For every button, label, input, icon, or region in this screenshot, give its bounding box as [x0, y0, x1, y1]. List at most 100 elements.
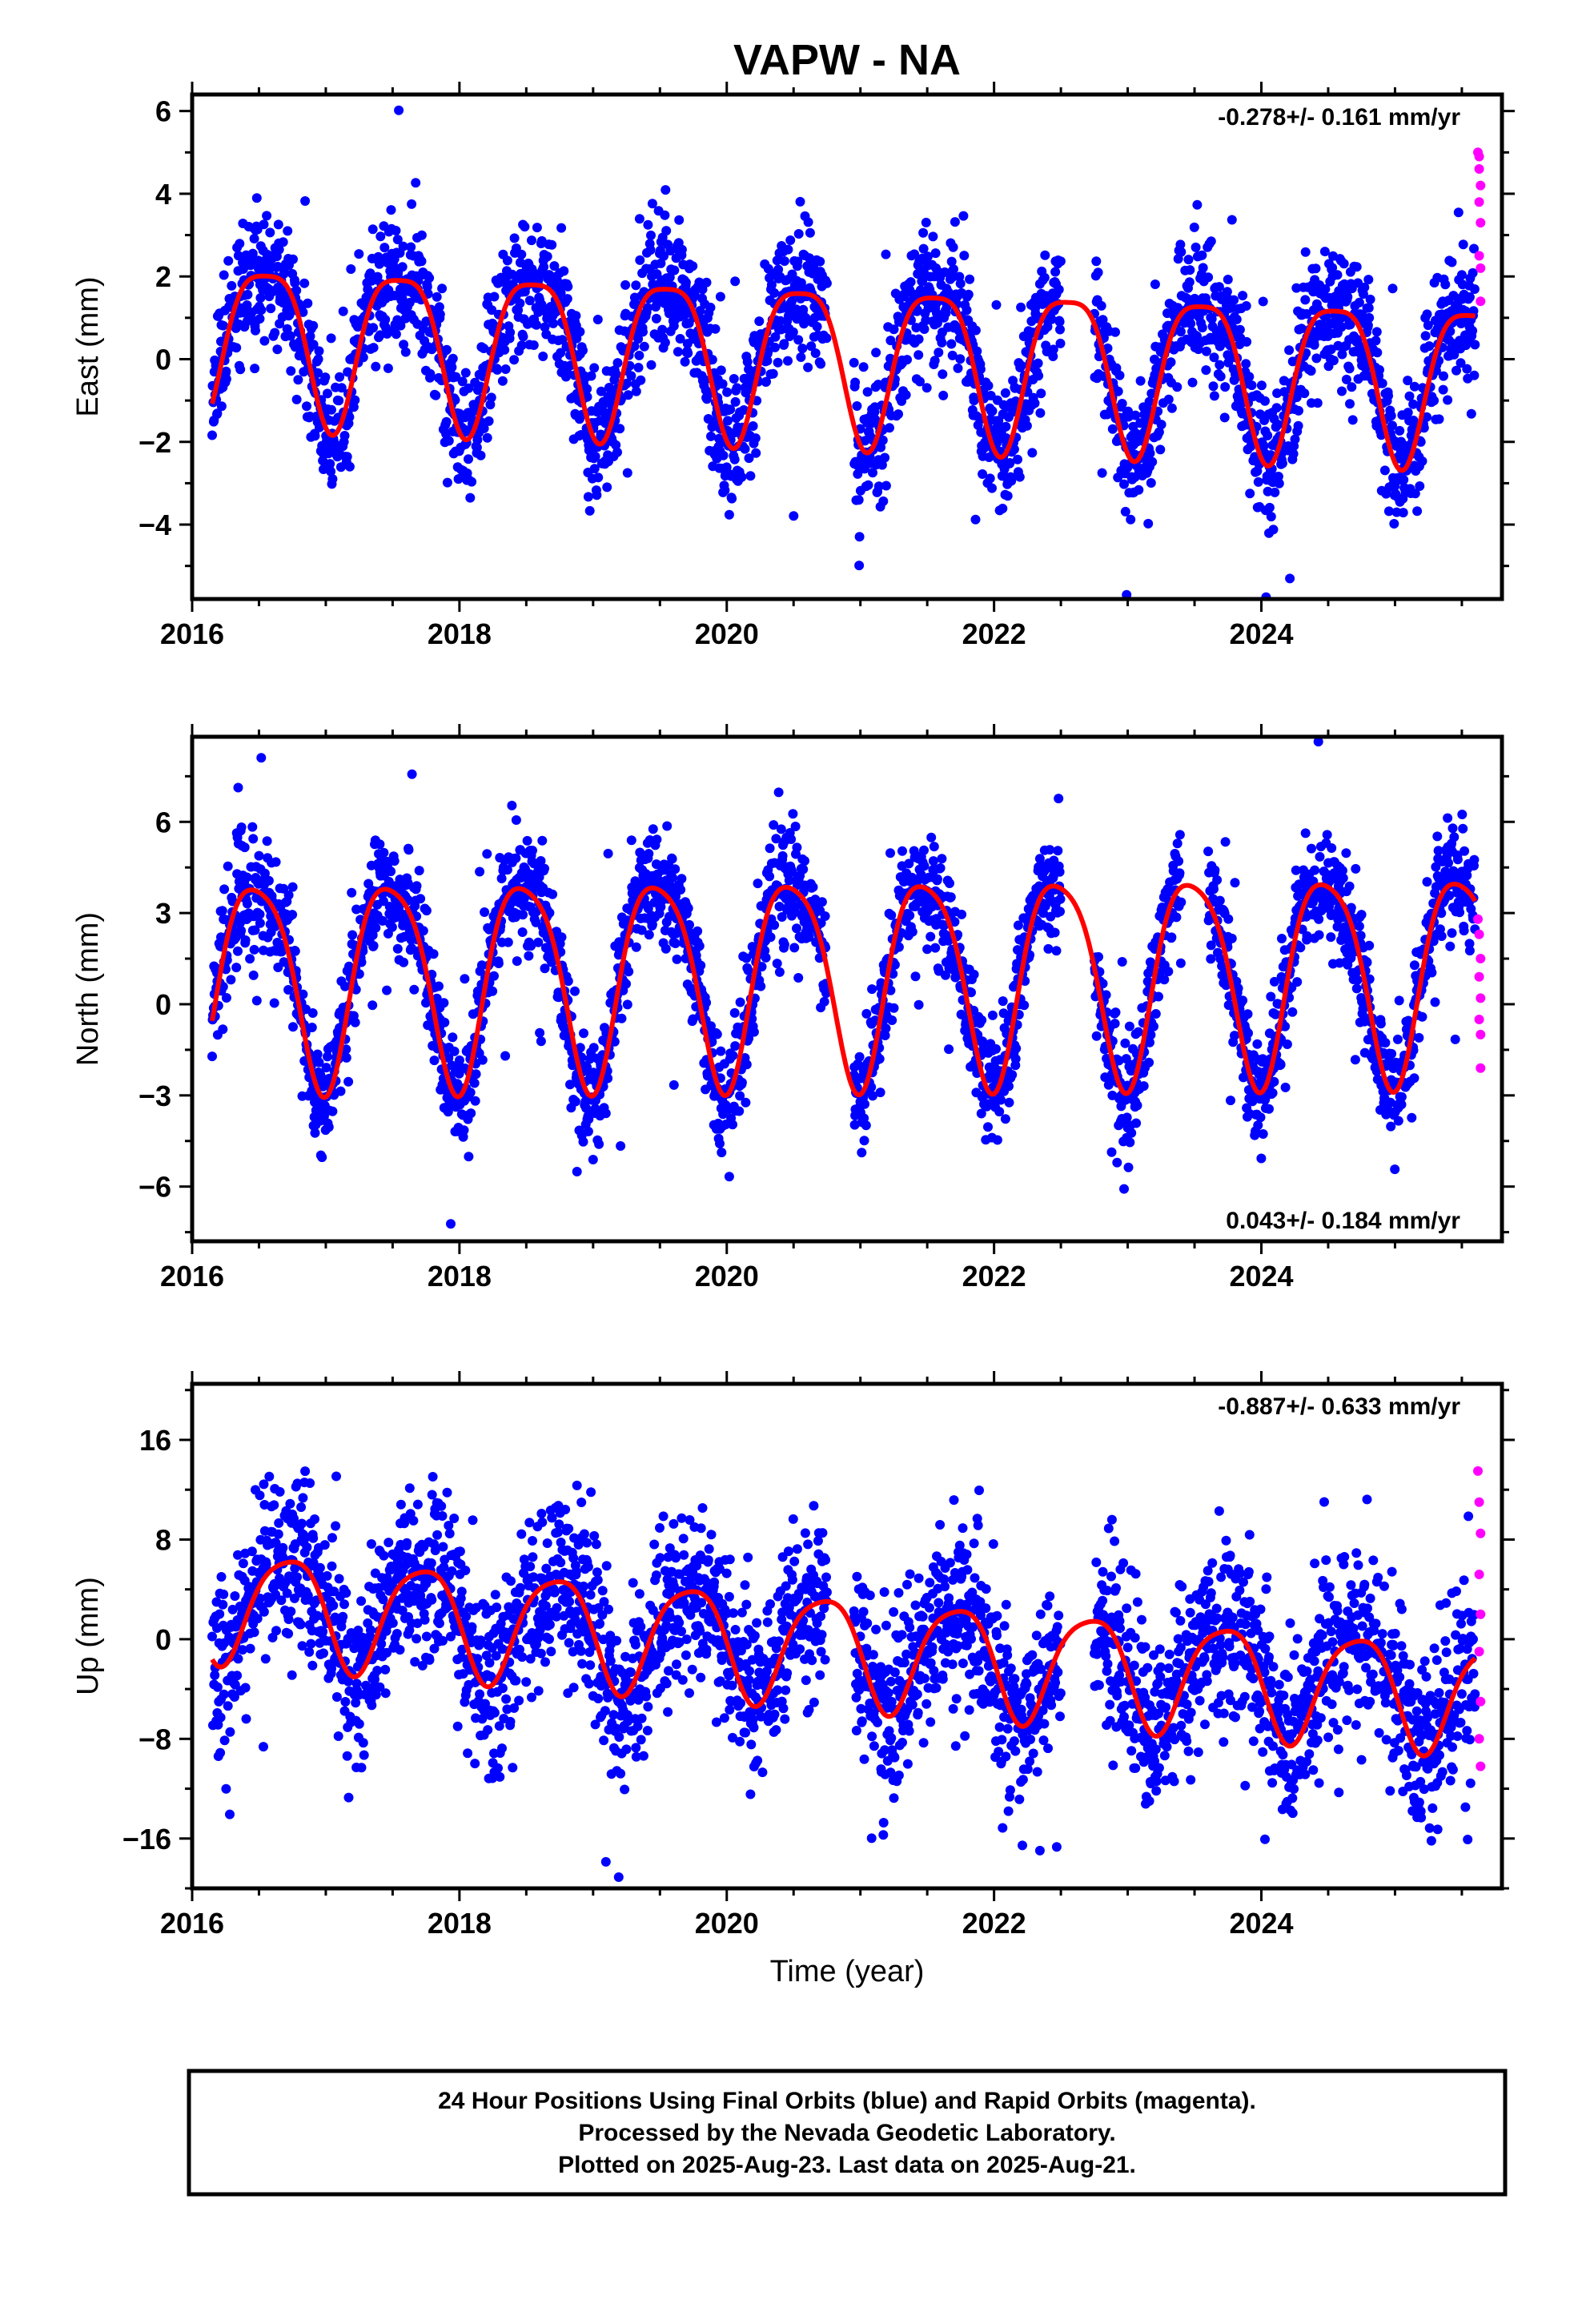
data-point: [1273, 420, 1283, 430]
data-point: [706, 1021, 716, 1031]
data-point: [233, 782, 243, 793]
data-point: [284, 310, 295, 320]
data-point: [816, 359, 826, 369]
data-point: [398, 241, 408, 251]
data-point: [991, 300, 1002, 310]
data-point: [868, 1091, 877, 1101]
data-point: [221, 374, 231, 384]
data-point: [1408, 399, 1419, 409]
data-point: [1197, 250, 1207, 260]
data-point: [1347, 382, 1357, 392]
data-point: [389, 856, 400, 866]
data-point: [812, 321, 822, 332]
data-point: [772, 959, 782, 969]
data-point: [660, 210, 670, 220]
data-point: [582, 1062, 592, 1072]
data-point: [909, 249, 920, 259]
data-point: [744, 1033, 754, 1043]
data-point: [226, 975, 236, 985]
data-point: [718, 450, 729, 460]
data-point: [861, 1008, 872, 1019]
data-point: [1375, 364, 1384, 375]
data-point: [1312, 398, 1323, 408]
data-point: [236, 926, 247, 936]
data-point: [404, 297, 415, 308]
data-point: [484, 416, 494, 426]
data-point: [651, 859, 661, 870]
data-point: [1341, 374, 1351, 384]
data-point: [233, 251, 243, 261]
x-tick-label: 2020: [695, 617, 759, 650]
data-point: [648, 824, 658, 834]
rapid-point: [1476, 263, 1486, 273]
data-point: [754, 316, 765, 327]
data-point: [1241, 301, 1251, 311]
data-point: [442, 477, 452, 488]
data-point: [248, 834, 259, 844]
data-point: [556, 287, 566, 298]
data-point: [712, 1029, 722, 1039]
data-point: [535, 1027, 545, 1038]
data-point: [235, 364, 246, 375]
data-point: [1365, 294, 1375, 304]
data-point: [575, 327, 585, 337]
data-point: [1273, 472, 1283, 481]
data-point: [549, 261, 560, 271]
data-point: [500, 344, 510, 355]
data-point: [1147, 456, 1158, 467]
data-point: [789, 511, 799, 521]
data-point: [471, 1069, 481, 1080]
data-point: [477, 1055, 488, 1065]
data-point: [674, 215, 685, 225]
data-point: [1343, 292, 1353, 302]
data-point: [1106, 1147, 1117, 1157]
data-point: [716, 365, 726, 376]
data-point: [913, 999, 924, 1010]
data-point: [626, 371, 636, 381]
data-point: [548, 889, 558, 899]
data-point: [485, 400, 496, 410]
data-point: [998, 996, 1008, 1007]
data-point: [616, 1013, 627, 1023]
data-point: [424, 273, 435, 283]
data-point: [897, 846, 907, 856]
data-point: [808, 882, 818, 892]
data-point: [1172, 382, 1182, 392]
data-point: [219, 270, 229, 280]
data-point: [392, 235, 403, 245]
data-point: [972, 346, 982, 356]
data-point: [701, 277, 712, 287]
data-point: [1154, 427, 1164, 437]
data-point: [1462, 364, 1472, 374]
data-point: [948, 242, 958, 252]
data-point: [1311, 263, 1321, 274]
data-point: [923, 251, 933, 262]
data-point: [1363, 303, 1374, 313]
data-point: [1238, 291, 1248, 301]
data-point: [290, 278, 300, 288]
data-point: [922, 944, 933, 955]
data-point: [857, 1148, 867, 1158]
data-point: [352, 322, 363, 332]
data-point: [623, 390, 633, 400]
data-point: [1244, 372, 1255, 382]
data-point: [1219, 412, 1230, 423]
data-point: [919, 861, 930, 871]
data-point: [476, 450, 486, 460]
data-point: [1007, 1070, 1018, 1080]
data-point: [404, 845, 414, 855]
data-point: [444, 436, 454, 446]
data-point: [1264, 502, 1275, 513]
data-point: [589, 363, 600, 373]
data-point: [396, 320, 406, 331]
data-point: [338, 306, 348, 316]
data-point: [1093, 267, 1103, 278]
data-point: [1126, 514, 1136, 525]
data-point: [659, 251, 669, 261]
data-point: [757, 962, 767, 972]
y-tick-label: 2: [155, 260, 171, 293]
data-point: [955, 354, 966, 364]
data-point: [793, 973, 804, 983]
data-point: [1445, 326, 1456, 336]
data-point: [683, 903, 693, 914]
